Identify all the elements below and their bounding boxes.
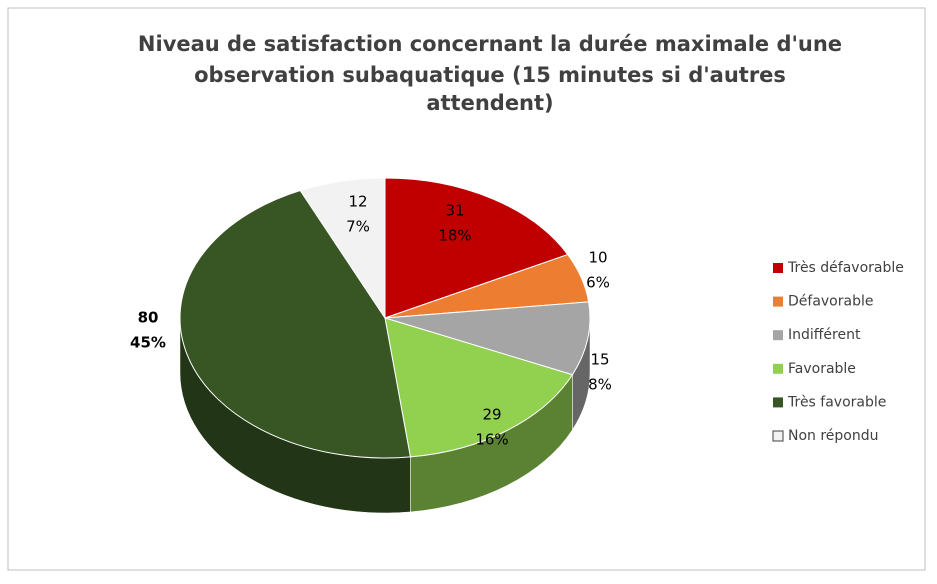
chart-title: attendent) <box>426 91 553 115</box>
legend-label: Très favorable <box>787 394 886 410</box>
data-label: 7% <box>346 218 370 236</box>
data-label: 45% <box>130 334 166 352</box>
data-label: 8% <box>588 376 612 394</box>
legend-swatch <box>773 296 783 307</box>
legend-swatch <box>773 330 783 341</box>
data-label: 12 <box>348 193 367 211</box>
legend-swatch <box>772 430 784 442</box>
data-label: 15 <box>590 351 609 369</box>
data-label: 80 <box>138 309 159 327</box>
data-label: 29 <box>482 406 501 424</box>
data-label: 6% <box>586 274 610 292</box>
legend-label: Défavorable <box>788 294 873 310</box>
legend-swatch <box>773 397 783 408</box>
slice <box>179 189 411 459</box>
slice <box>384 317 574 458</box>
legend-label: Très défavorable <box>787 260 904 276</box>
slice <box>299 177 386 320</box>
legend-swatch <box>773 263 783 273</box>
data-label: 31 <box>445 202 464 220</box>
chart-title: observation subaquatique (15 minutes si … <box>194 63 786 87</box>
data-label: 18% <box>438 227 471 245</box>
legend-swatch <box>773 363 783 374</box>
slice <box>384 301 591 376</box>
data-label: 10 <box>588 249 607 267</box>
legend-label: Favorable <box>788 361 856 377</box>
chart-title: Niveau de satisfaction concernant la dur… <box>138 32 842 56</box>
data-label: 16% <box>475 431 508 449</box>
slice <box>384 177 569 319</box>
legend-label: Indifférent <box>788 327 861 343</box>
legend-label: Non répondu <box>788 428 879 444</box>
